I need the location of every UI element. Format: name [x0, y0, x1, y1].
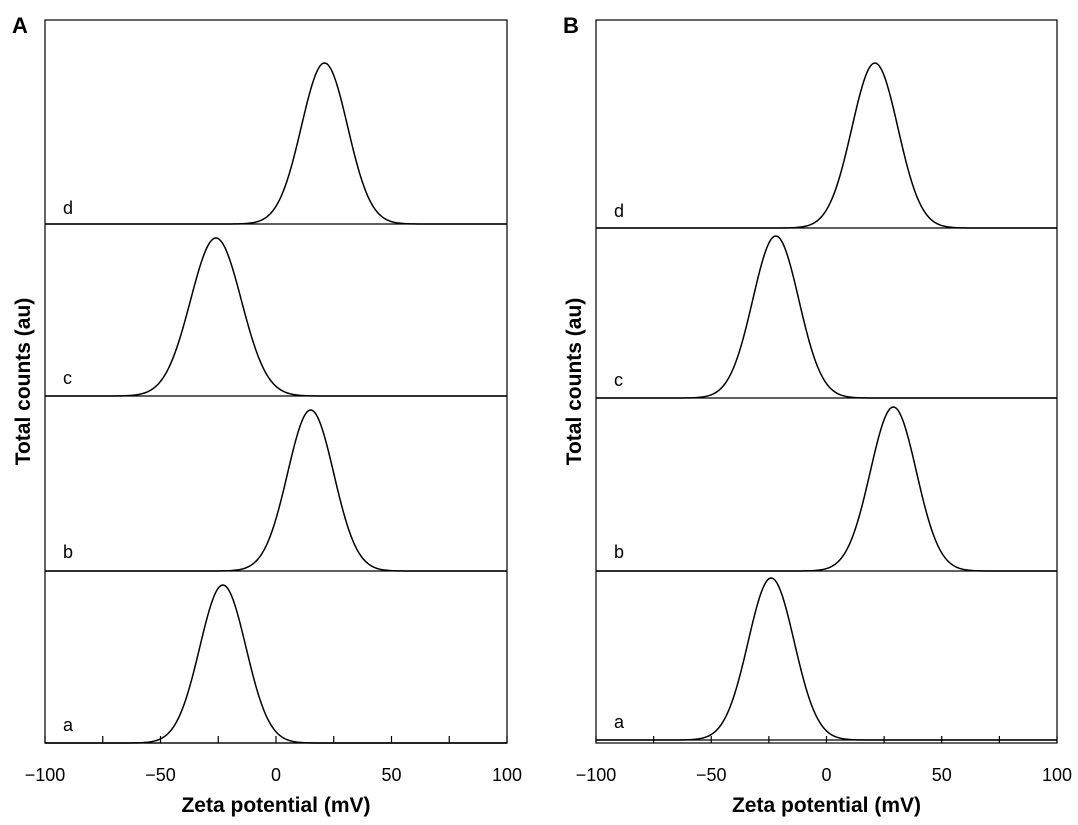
- panel-letter: B: [563, 13, 579, 38]
- x-tick-label: 0: [271, 765, 281, 785]
- x-tick-label: 100: [492, 765, 522, 785]
- series-line-a: [596, 577, 1057, 741]
- panel-letter: A: [12, 13, 28, 38]
- series-line-b: [596, 406, 1057, 572]
- series-label-b: b: [614, 542, 624, 562]
- x-tick-label: −50: [696, 765, 727, 785]
- x-axis-title: Zeta potential (mV): [181, 794, 370, 817]
- series-label-a: a: [614, 712, 625, 732]
- panel-b: B Total counts (au) Zeta potential (mV) −10…: [563, 13, 1072, 817]
- series-line-c: [596, 235, 1057, 399]
- plot-frame: [44, 19, 508, 744]
- series-label-a: a: [63, 715, 74, 735]
- series-label-d: d: [614, 201, 624, 221]
- y-axis-title: Total counts (au): [12, 298, 35, 466]
- series-label-b: b: [63, 542, 73, 562]
- series-label-d: d: [63, 198, 73, 218]
- series-line-d: [596, 62, 1057, 229]
- series-line-b: [45, 409, 507, 572]
- series-label-c: c: [63, 368, 72, 388]
- series-line-d: [45, 62, 507, 225]
- x-tick-label: 50: [381, 765, 401, 785]
- x-tick-label: 0: [821, 765, 831, 785]
- panel-a: A Total counts (au) Zeta potential (mV) −10…: [12, 13, 522, 817]
- series-line-c: [45, 237, 507, 397]
- x-tick-label: −100: [576, 765, 617, 785]
- series-line-a: [45, 584, 507, 744]
- x-tick-label: −50: [145, 765, 176, 785]
- plot-frame: [595, 19, 1058, 744]
- x-tick-label: 50: [932, 765, 952, 785]
- x-tick-label: 100: [1042, 765, 1072, 785]
- x-tick-label: −100: [25, 765, 66, 785]
- y-axis-title: Total counts (au): [563, 298, 586, 466]
- x-axis-title: Zeta potential (mV): [732, 794, 921, 817]
- series-label-c: c: [614, 370, 623, 390]
